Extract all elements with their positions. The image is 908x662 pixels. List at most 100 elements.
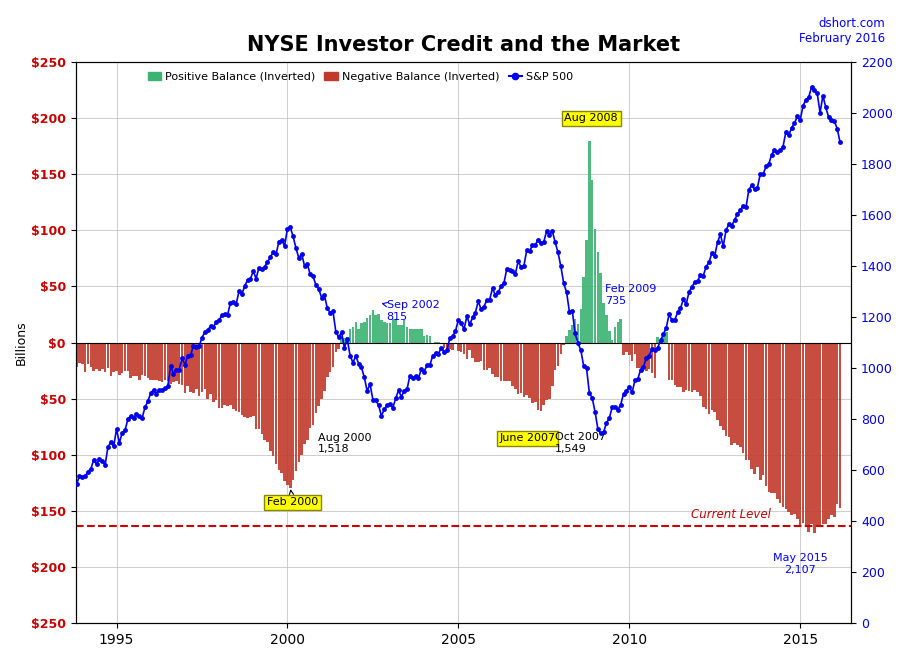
Bar <box>477 343 479 362</box>
Bar <box>762 343 765 475</box>
Bar <box>67 343 69 358</box>
Bar <box>394 319 397 343</box>
Bar <box>70 343 73 365</box>
Bar <box>694 343 696 390</box>
Bar <box>517 343 519 394</box>
Bar <box>369 315 371 343</box>
Bar <box>130 343 132 378</box>
Bar <box>819 343 822 526</box>
Bar <box>716 343 719 420</box>
Bar <box>73 343 75 365</box>
Bar <box>790 343 793 515</box>
Bar <box>235 343 237 411</box>
Bar <box>87 343 89 363</box>
Bar <box>497 343 499 377</box>
Bar <box>796 343 798 518</box>
Bar <box>691 343 693 391</box>
Bar <box>420 329 422 343</box>
Bar <box>503 343 505 381</box>
Bar <box>175 343 178 381</box>
Bar <box>562 343 565 345</box>
Bar <box>126 343 129 371</box>
Bar <box>178 343 181 385</box>
Bar <box>135 343 138 377</box>
Bar <box>380 320 382 343</box>
Bar <box>528 343 531 399</box>
Bar <box>702 343 705 406</box>
Bar <box>682 343 685 392</box>
Bar <box>833 343 835 518</box>
Bar <box>326 343 329 377</box>
Bar <box>599 273 602 343</box>
Bar <box>579 309 582 343</box>
Bar <box>469 343 471 350</box>
Bar <box>634 343 637 354</box>
Bar <box>243 343 246 418</box>
Bar <box>389 322 391 343</box>
Bar <box>315 343 317 414</box>
Bar <box>619 319 622 343</box>
Bar <box>261 343 263 434</box>
Bar <box>745 343 747 459</box>
Bar <box>714 343 716 412</box>
Bar <box>574 319 577 343</box>
Bar <box>685 343 687 390</box>
Text: June 2007: June 2007 <box>499 434 556 444</box>
Bar <box>625 343 627 352</box>
Bar <box>648 343 650 369</box>
Bar <box>153 343 155 380</box>
Bar <box>707 343 710 414</box>
Legend: Positive Balance (Inverted), Negative Balance (Inverted), S&P 500: Positive Balance (Inverted), Negative Ba… <box>143 68 578 87</box>
Bar <box>246 343 249 418</box>
Bar <box>223 343 226 404</box>
Bar <box>93 343 95 371</box>
Bar <box>548 343 551 399</box>
Bar <box>546 343 548 400</box>
Bar <box>181 343 183 385</box>
Bar <box>676 343 679 387</box>
Bar <box>617 322 619 343</box>
Bar <box>215 343 218 400</box>
Bar <box>166 343 169 381</box>
Title: NYSE Investor Credit and the Market: NYSE Investor Credit and the Market <box>247 35 680 55</box>
Bar <box>50 343 53 357</box>
Bar <box>506 343 508 381</box>
Bar <box>722 343 725 430</box>
Bar <box>776 343 779 498</box>
Bar <box>363 322 366 343</box>
Bar <box>816 343 818 526</box>
Bar <box>687 343 690 391</box>
Bar <box>158 343 161 381</box>
Bar <box>123 343 126 371</box>
Bar <box>537 343 539 410</box>
Bar <box>519 343 522 393</box>
Bar <box>170 343 172 385</box>
Bar <box>47 343 49 362</box>
Bar <box>747 343 750 460</box>
Bar <box>201 343 203 391</box>
Bar <box>321 343 323 399</box>
Bar <box>340 338 343 343</box>
Bar <box>534 343 537 402</box>
Bar <box>334 343 337 352</box>
Bar <box>155 343 158 380</box>
Bar <box>161 343 163 381</box>
Bar <box>628 343 630 355</box>
Bar <box>594 229 597 343</box>
Bar <box>827 343 830 519</box>
Bar <box>173 343 174 382</box>
Bar <box>667 343 670 381</box>
Bar <box>586 240 587 343</box>
Bar <box>229 343 232 405</box>
Bar <box>554 343 557 370</box>
Bar <box>113 343 115 372</box>
Bar <box>611 340 614 343</box>
Bar <box>559 343 562 354</box>
Bar <box>449 343 451 350</box>
Bar <box>374 314 377 343</box>
Bar <box>523 343 525 397</box>
Bar <box>278 343 281 470</box>
Bar <box>725 343 727 436</box>
Bar <box>55 343 58 356</box>
Bar <box>189 343 192 392</box>
